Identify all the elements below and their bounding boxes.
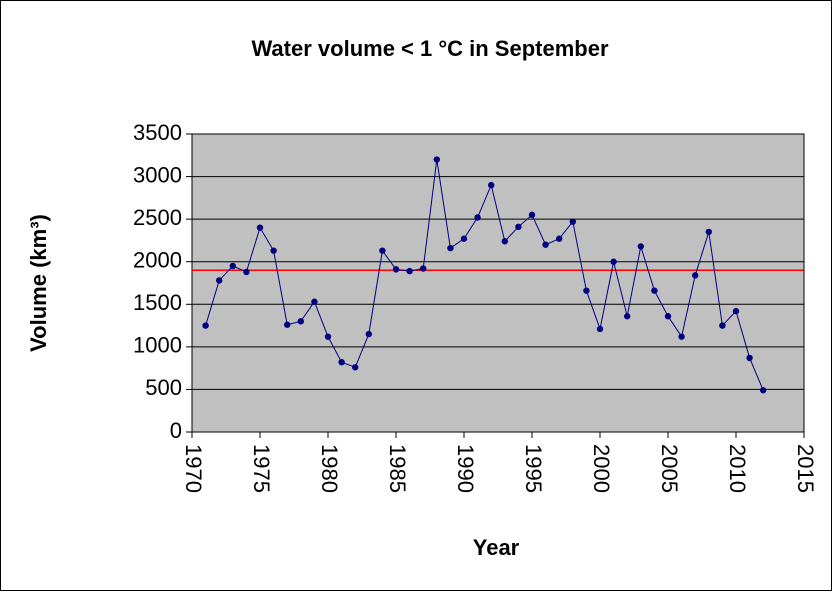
data-point bbox=[692, 272, 699, 279]
data-point bbox=[569, 218, 576, 225]
data-point bbox=[406, 267, 413, 275]
x-tick-label: 1990 bbox=[453, 444, 478, 493]
data-point bbox=[460, 235, 468, 242]
x-axis-title: Year bbox=[473, 535, 520, 560]
data-point bbox=[474, 214, 481, 221]
chart-title: Water volume < 1 °C in September bbox=[251, 36, 608, 61]
data-point bbox=[420, 265, 427, 272]
data-point bbox=[596, 325, 604, 333]
y-tick-label: 500 bbox=[145, 375, 182, 400]
data-point bbox=[556, 235, 563, 242]
y-tick-label: 2000 bbox=[133, 248, 182, 273]
data-point bbox=[583, 287, 590, 294]
data-point bbox=[433, 156, 440, 163]
x-tick-label: 2015 bbox=[793, 444, 818, 493]
data-point bbox=[311, 298, 318, 305]
x-tick-label: 2010 bbox=[725, 444, 750, 493]
data-point bbox=[284, 321, 291, 328]
y-axis-title: Volume (km³) bbox=[26, 214, 51, 352]
y-tick-label: 0 bbox=[170, 418, 182, 443]
y-tick-label: 3000 bbox=[133, 162, 182, 187]
data-point bbox=[338, 358, 345, 366]
x-tick-label: 1980 bbox=[317, 444, 342, 493]
data-point bbox=[488, 181, 495, 189]
data-point bbox=[392, 266, 400, 273]
data-point bbox=[746, 354, 753, 362]
y-tick-label: 3500 bbox=[133, 120, 182, 145]
data-point bbox=[528, 211, 536, 219]
data-point bbox=[365, 330, 372, 338]
y-tick-label: 2500 bbox=[133, 205, 182, 230]
data-point bbox=[229, 262, 236, 270]
data-point bbox=[664, 313, 672, 320]
data-point bbox=[447, 244, 454, 252]
y-tick-label: 1000 bbox=[133, 333, 182, 358]
plot-border bbox=[191, 133, 805, 433]
data-point bbox=[719, 322, 726, 329]
x-tick-label: 1970 bbox=[181, 444, 206, 493]
x-tick-label: 2000 bbox=[589, 444, 614, 493]
data-point bbox=[352, 364, 359, 371]
data-point bbox=[501, 238, 508, 245]
data-point bbox=[243, 268, 250, 276]
data-point bbox=[624, 313, 631, 320]
plot-area bbox=[192, 134, 804, 432]
data-point bbox=[270, 247, 277, 254]
data-point bbox=[760, 387, 767, 394]
data-point bbox=[678, 333, 685, 340]
data-point bbox=[705, 228, 712, 236]
data-point bbox=[297, 318, 304, 325]
data-point bbox=[542, 241, 549, 248]
data-point bbox=[651, 287, 658, 294]
x-tick-label: 1995 bbox=[521, 444, 546, 493]
x-tick-label: 2005 bbox=[657, 444, 682, 493]
data-point bbox=[256, 224, 264, 231]
data-point bbox=[324, 333, 332, 340]
data-point bbox=[610, 258, 617, 265]
y-tick-label: 1500 bbox=[133, 290, 182, 315]
x-tick-label: 1985 bbox=[385, 444, 410, 493]
data-point bbox=[202, 322, 209, 329]
data-point bbox=[732, 307, 740, 315]
data-point bbox=[216, 277, 223, 284]
data-point bbox=[379, 247, 386, 254]
data-point bbox=[637, 243, 644, 250]
data-point bbox=[515, 223, 522, 231]
x-tick-label: 1975 bbox=[249, 444, 274, 493]
